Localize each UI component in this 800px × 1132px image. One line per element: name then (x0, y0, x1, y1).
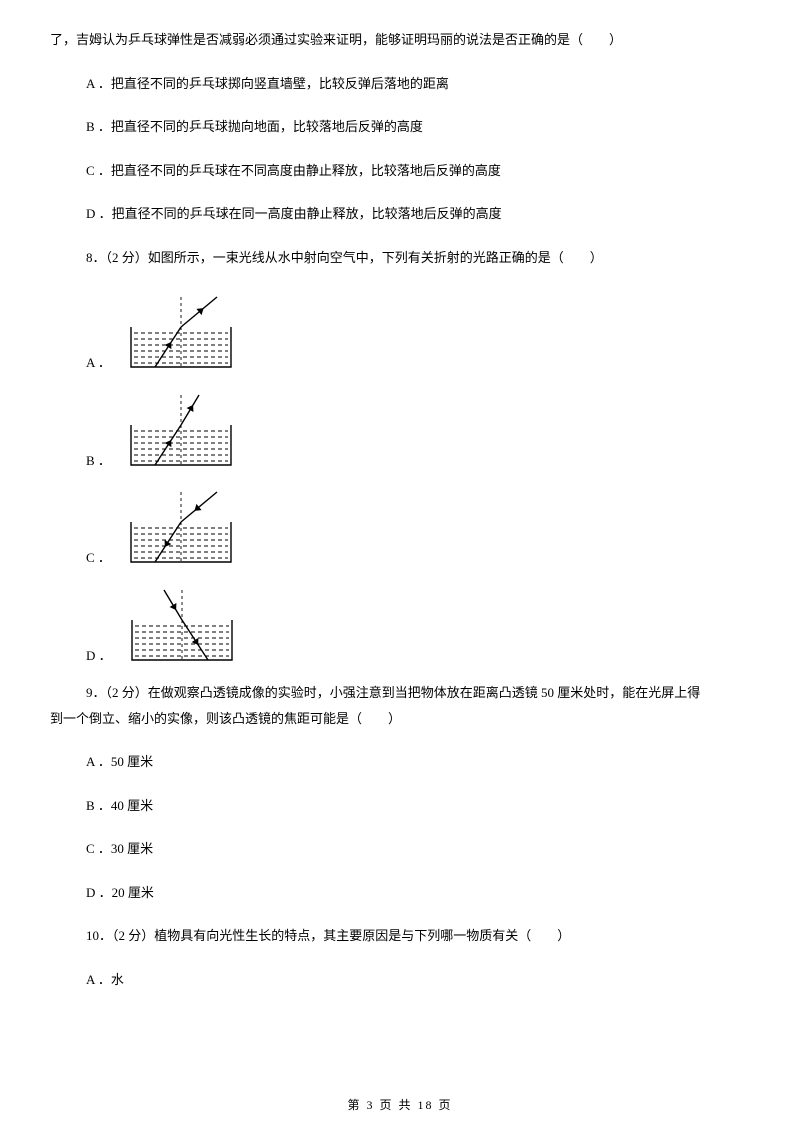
option-b[interactable]: B ．把直径不同的乒乓球抛向地面，比较落地后反弹的高度 (50, 117, 750, 137)
option-a[interactable]: A ．把直径不同的乒乓球掷向竖直墙壁，比较反弹后落地的距离 (50, 74, 750, 94)
option-d[interactable]: D ．把直径不同的乒乓球在同一高度由静止释放，比较落地后反弹的高度 (50, 204, 750, 224)
q10-stem: 10．（2 分）植物具有向光性生长的特点，其主要原因是与下列哪一物质有关（ ） (50, 926, 750, 946)
refraction-diagram-a (121, 291, 241, 377)
option-c[interactable]: C ．把直径不同的乒乓球在不同高度由静止释放，比较落地后反弹的高度 (50, 161, 750, 181)
option-label-d: D ． (86, 646, 112, 670)
q7-stem: 了，吉姆认为乒乓球弹性是否减弱必须通过实验来证明，能够证明玛丽的说法是否正确的是… (50, 30, 750, 50)
q9-stem-2: 到一个倒立、缩小的实像，则该凸透镜的焦距可能是（ ） (50, 709, 750, 729)
refraction-diagram-b (121, 389, 241, 475)
option-a[interactable]: A ．水 (50, 970, 750, 990)
option-d[interactable]: D ．20 厘米 (50, 883, 750, 903)
q9-stem-1: 9．（2 分）在做观察凸透镜成像的实验时，小强注意到当把物体放在距离凸透镜 50… (50, 683, 750, 703)
option-label-b: B ． (86, 451, 111, 475)
option-c[interactable]: C ．30 厘米 (50, 839, 750, 859)
page-footer: 第 3 页 共 18 页 (0, 1096, 800, 1114)
option-label-a: A ． (86, 353, 111, 377)
refraction-diagram-c (121, 486, 241, 572)
q8-option-c-row[interactable]: C ． (50, 486, 750, 572)
option-label-c: C ． (86, 548, 111, 572)
q8-option-d-row[interactable]: D ． (50, 584, 750, 670)
q8-option-a-row[interactable]: A ． (50, 291, 750, 377)
q8-option-b-row[interactable]: B ． (50, 389, 750, 475)
q8-stem: 8．（2 分）如图所示，一束光线从水中射向空气中，下列有关折射的光路正确的是（ … (50, 248, 750, 268)
refraction-diagram-d (122, 584, 242, 670)
option-a[interactable]: A ．50 厘米 (50, 752, 750, 772)
option-b[interactable]: B ．40 厘米 (50, 796, 750, 816)
